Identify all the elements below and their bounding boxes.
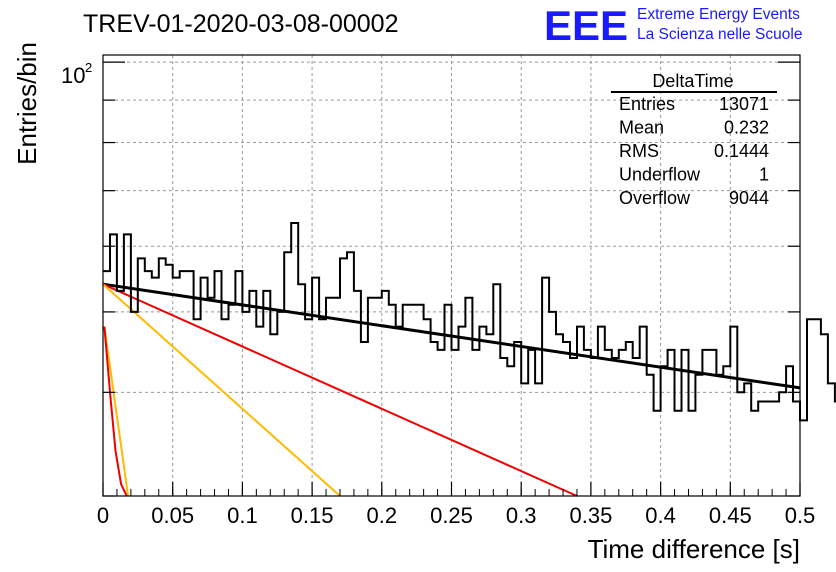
x-tick-labels: 0 0.05 0.1 0.15 0.2 0.25 0.3 0.35 0.4 0.45 0.5 — [97, 503, 815, 528]
stats-rows: Entries 13071 Mean 0.232 RMS 0.1444 Underflow 1… — [619, 94, 769, 208]
x-tick-label: 0.3 — [506, 503, 537, 528]
eee-logo-mark: EEE — [544, 2, 628, 49]
fit-curve — [102, 283, 341, 497]
x-tick-label: 0.05 — [151, 503, 194, 528]
stats-row-value: 0.232 — [724, 118, 769, 138]
x-tick-label: 0.35 — [569, 503, 612, 528]
stats-row-label: Mean — [619, 118, 664, 138]
x-axis-label: Time difference [s] — [588, 534, 800, 564]
stats-row-value: 9044 — [729, 188, 769, 208]
eee-logo-line1: Extreme Energy Events — [637, 6, 800, 23]
histogram-line — [103, 222, 836, 422]
y-axis-label: Entries/bin — [12, 42, 42, 165]
stats-row-label: RMS — [619, 141, 659, 161]
y-axis-ticks — [103, 61, 800, 497]
stats-row-label: Underflow — [619, 165, 701, 185]
x-tick-label: 0.45 — [709, 503, 752, 528]
x-tick-label: 0.1 — [227, 503, 258, 528]
fit-curve — [103, 326, 130, 497]
x-tick-label: 0 — [97, 503, 109, 528]
stats-row-value: 0.1444 — [714, 141, 769, 161]
plot-area — [102, 54, 836, 497]
chart-title: TREV-01-2020-03-08-00002 — [83, 10, 398, 38]
y-tick-label-base: 10 — [61, 63, 85, 88]
x-tick-label: 0.2 — [367, 503, 398, 528]
x-tick-label: 0.5 — [785, 503, 816, 528]
x-tick-label: 0.4 — [645, 503, 676, 528]
eee-logo: EEE Extreme Energy Events La Scienza nel… — [544, 2, 802, 49]
stats-row-value: 13071 — [719, 94, 769, 114]
y-tick-label-exp: 2 — [85, 60, 92, 75]
x-tick-label: 0.25 — [430, 503, 473, 528]
stats-row-label: Overflow — [619, 188, 691, 208]
x-axis-ticks — [102, 482, 801, 496]
stats-title: DeltaTime — [652, 71, 733, 91]
y-tick-label: 10 2 — [61, 60, 92, 88]
stats-row-label: Entries — [619, 94, 675, 114]
eee-logo-line2: La Scienza nelle Scuole — [637, 26, 802, 43]
stats-box: DeltaTime Entries 13071 Mean 0.232 RMS 0.1444… — [611, 71, 777, 208]
fit-curve — [103, 326, 128, 497]
stats-row-value: 1 — [759, 165, 769, 185]
x-tick-label: 0.15 — [291, 503, 334, 528]
fit-curve — [102, 283, 578, 497]
